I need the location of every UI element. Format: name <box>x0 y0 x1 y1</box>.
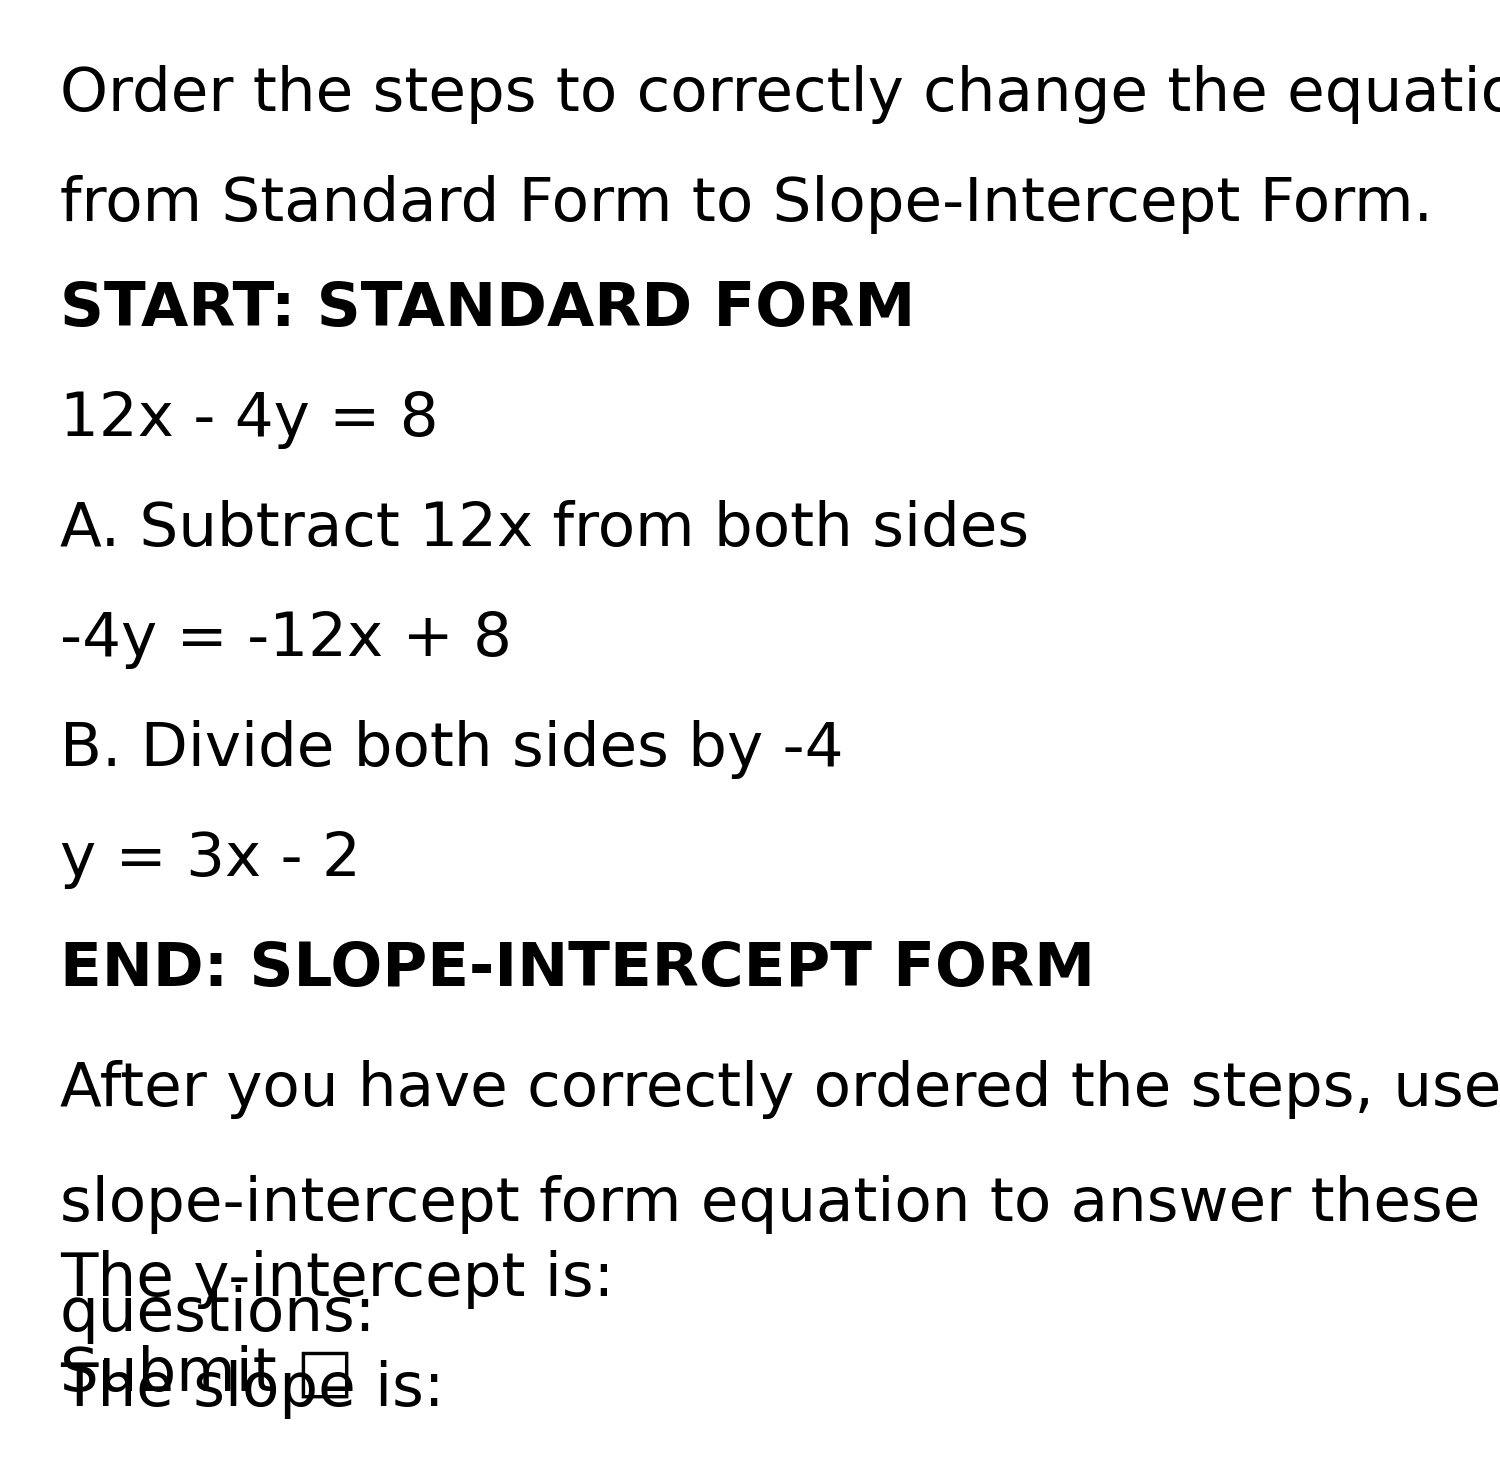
Text: Submit □: Submit □ <box>60 1345 354 1405</box>
Text: B. Divide both sides by -4: B. Divide both sides by -4 <box>60 719 843 778</box>
Text: -4y = -12x + 8: -4y = -12x + 8 <box>60 610 512 669</box>
Text: A. Subtract 12x from both sides: A. Subtract 12x from both sides <box>60 500 1029 559</box>
Text: from Standard Form to Slope-Intercept Form.: from Standard Form to Slope-Intercept Fo… <box>60 175 1432 234</box>
Text: questions:: questions: <box>60 1285 376 1344</box>
Text: The slope is:: The slope is: <box>60 1360 444 1419</box>
Text: START: STANDARD FORM: START: STANDARD FORM <box>60 280 915 339</box>
Text: END: SLOPE-INTERCEPT FORM: END: SLOPE-INTERCEPT FORM <box>60 940 1095 999</box>
Text: slope-intercept form equation to answer these: slope-intercept form equation to answer … <box>60 1175 1480 1234</box>
Text: Order the steps to correctly change the equation: Order the steps to correctly change the … <box>60 65 1500 124</box>
Text: 12x - 4y = 8: 12x - 4y = 8 <box>60 391 438 448</box>
Text: The y-intercept is:: The y-intercept is: <box>60 1251 614 1308</box>
Text: y = 3x - 2: y = 3x - 2 <box>60 830 362 889</box>
Text: After you have correctly ordered the steps, use the: After you have correctly ordered the ste… <box>60 1060 1500 1119</box>
